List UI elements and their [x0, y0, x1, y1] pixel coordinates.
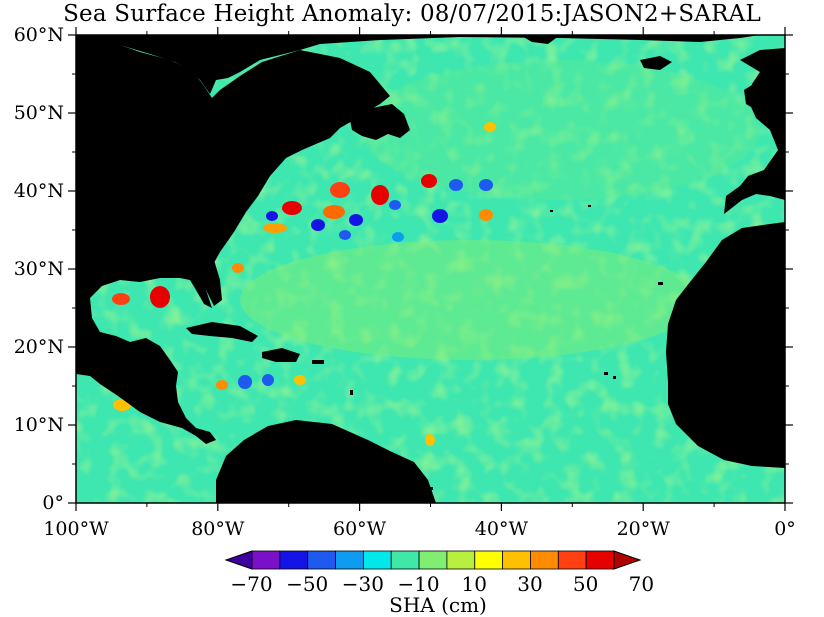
- lat-tick-label: 0°: [42, 492, 64, 514]
- lat-tick-label: 10°N: [14, 414, 64, 436]
- map-title: Sea Surface Height Anomaly: 08/07/2015:J…: [63, 1, 761, 27]
- colorbar-swatch: [502, 550, 531, 570]
- latitude-axis: 60°N 50°N 40°N 30°N 20°N 10°N 0°: [14, 24, 793, 514]
- lon-tick-label: 80°W: [191, 518, 245, 540]
- colorbar-swatch: [557, 550, 587, 570]
- gulf-stream-eddies: [263, 174, 493, 242]
- lon-tick-label: 60°W: [333, 518, 387, 540]
- colorbar-swatch: [390, 550, 420, 570]
- eddy-positive: [282, 201, 302, 215]
- caribbean-eddy: [262, 374, 274, 386]
- eddy-positive: [371, 185, 389, 205]
- colorbar-tick-label: 10: [462, 572, 487, 596]
- lat-tick-label: 30°N: [14, 258, 64, 280]
- eddy-negative: [449, 179, 463, 191]
- north-band: [360, 60, 760, 200]
- eddy-positive: [479, 209, 493, 221]
- colorbar-swatch: [251, 550, 281, 570]
- colorbar-min-arrow: [224, 550, 253, 570]
- eddy-positive: [421, 174, 437, 188]
- colorbar-unit-label: SHA (cm): [389, 593, 487, 617]
- colorbar-swatch: [446, 550, 476, 570]
- colorbar-swatch: [474, 550, 504, 570]
- longitude-axis: 100°W 80°W 60°W 40°W 20°W 0°: [43, 27, 796, 540]
- lon-tick-label: 20°W: [617, 518, 671, 540]
- eddy-negative: [432, 209, 448, 223]
- eddy-negative: [392, 232, 404, 242]
- caribbean-eddy: [216, 380, 228, 390]
- colorbar-swatch: [530, 550, 559, 570]
- caribbean-eddy: [238, 375, 252, 389]
- lat-tick-label: 20°N: [14, 336, 64, 358]
- colorbar-tick-label: 30: [517, 572, 542, 596]
- eddy-positive: [232, 263, 244, 273]
- small-islands: [350, 205, 663, 490]
- eddy-positive: [330, 182, 350, 198]
- colorbar-tick-label: −30: [342, 572, 384, 596]
- lat-tick-label: 60°N: [14, 24, 64, 46]
- eddy-positive: [263, 223, 287, 233]
- eddy-positive: [323, 205, 345, 219]
- lat-tick-label: 40°N: [14, 180, 64, 202]
- colorbar-swatch: [362, 550, 392, 570]
- sha-field: [76, 35, 785, 503]
- colorbar-tick-label: −10: [397, 572, 439, 596]
- eddy-negative: [339, 230, 351, 240]
- lat-tick-label: 50°N: [14, 102, 64, 124]
- colorbar-swatch: [307, 550, 336, 570]
- colorbar-tick-label: −50: [286, 572, 328, 596]
- caribbean-eddy: [294, 375, 306, 385]
- colorbar-swatch: [418, 550, 448, 570]
- colorbar-tick-label: 70: [629, 572, 654, 596]
- eddy-negative: [389, 200, 401, 210]
- eddy-negative: [311, 219, 325, 231]
- eddy-negative: [479, 179, 493, 191]
- colorbar-swatch: [585, 550, 615, 570]
- lon-tick-label: 0°: [774, 518, 796, 540]
- colorbar-tick-label: −70: [230, 572, 272, 596]
- colorbar-max-arrow: [613, 550, 642, 570]
- gulf-eddy: [112, 293, 130, 305]
- central-band: [240, 240, 700, 360]
- eddy-negative: [266, 211, 278, 221]
- eddy-negative: [349, 214, 363, 226]
- colorbar-swatch: [279, 550, 309, 570]
- lon-tick-label: 100°W: [43, 518, 109, 540]
- land-masses: [76, 35, 785, 503]
- colorbar: −70 −50 −30 −10 10 30 50 70: [224, 550, 654, 596]
- equatorial-eddy: [425, 434, 435, 446]
- colorbar-swatch: [335, 550, 364, 570]
- lon-tick-label: 40°W: [475, 518, 529, 540]
- north-eddy: [484, 122, 496, 132]
- colorbar-tick-label: 50: [573, 572, 598, 596]
- loop-current-eddy: [150, 286, 170, 308]
